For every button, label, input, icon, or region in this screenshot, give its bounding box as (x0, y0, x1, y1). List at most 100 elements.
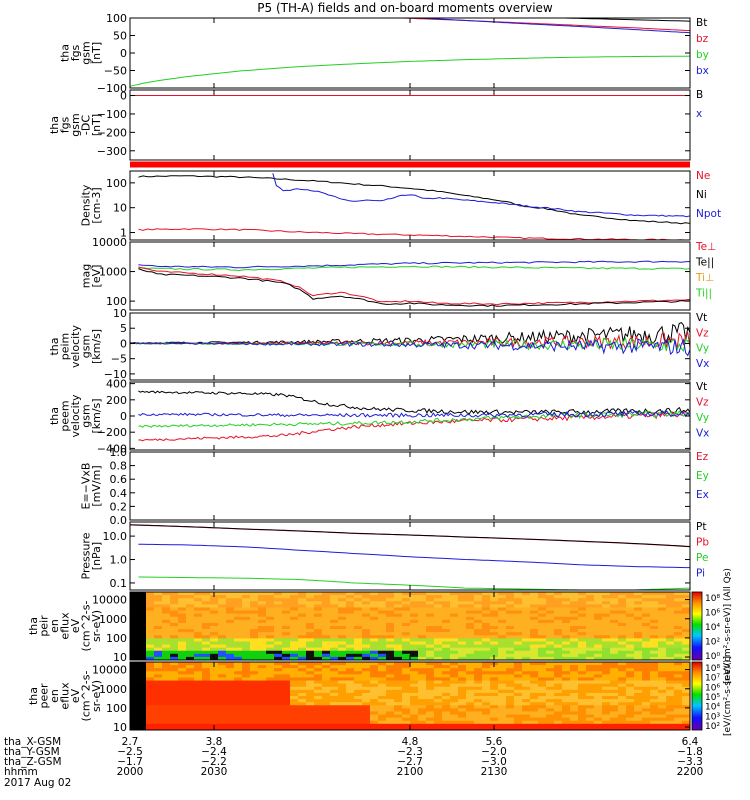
y-tick-label: −300 (97, 145, 127, 158)
colorbar-label: 10² (705, 638, 720, 648)
y-tick-label: 0.2 (110, 500, 128, 513)
y-axis-label: tha (48, 337, 61, 355)
y-axis-label: -DC (80, 115, 93, 135)
legend-entry: Vy (696, 343, 709, 355)
y-tick-label: −100 (97, 108, 127, 121)
series-line (129, 331, 691, 350)
y-axis-label: velocity (69, 325, 82, 368)
y-tick-label: 100 (106, 177, 127, 190)
y-axis-label: eflux (59, 612, 72, 640)
y-axis-label: tha (48, 116, 61, 134)
series-line (138, 266, 691, 306)
x-axis-row-label: tha_Y-GSM (4, 746, 60, 758)
legend-entry: Vx (696, 428, 709, 440)
series-line (138, 268, 691, 307)
x-axis-value: 2000 (117, 766, 144, 778)
y-tick-label: 10 (113, 202, 127, 215)
y-axis-label: gsm (80, 41, 93, 64)
y-axis-label: gsm (69, 113, 82, 136)
legend-entry: Pe (696, 552, 708, 564)
y-axis-label: tha (27, 617, 40, 635)
colorbar-label: 10² (705, 722, 720, 732)
spectrogram-peir_eflux (130, 592, 691, 661)
x-axis-value: 6.4 (682, 736, 699, 748)
series-line (138, 410, 691, 418)
x-axis-value: 4.8 (402, 736, 419, 748)
panel-density: 100 10 1 Density[cm-3] Ne Ni Npot (80, 170, 721, 241)
y-tick-label: −50 (104, 65, 127, 78)
legend-entry: Vt (696, 381, 707, 393)
panel-efield: 1.00.80.60.40.20.0 E=−VxB[mV/m] Ez Ey Ex (80, 446, 709, 527)
y-tick-label: 1000 (99, 613, 127, 626)
y-tick-label: −5 (111, 353, 127, 366)
y-tick-label: 10000 (92, 236, 127, 249)
y-tick-label: 100 (106, 632, 127, 645)
y-tick-label: 0.6 (110, 473, 128, 486)
legend-entry: bx (696, 65, 709, 77)
y-axis-label: sr-eV) (90, 680, 103, 712)
y-tick-label: −400 (97, 442, 127, 455)
y-tick-label: 10000 (92, 664, 127, 677)
colorbar-label: 10⁶ (705, 683, 720, 693)
y-tick-label: 5 (120, 322, 127, 335)
colorbar-label: 10⁸ (705, 594, 720, 604)
spectrogram-peer_eflux (130, 662, 691, 731)
y-tick-label: 0.0 (110, 514, 128, 527)
panels: 100500−50−100thafgsgsm[nT]Btbzbybx0−100−… (27, 12, 733, 736)
legend-entry: Ne (696, 170, 710, 182)
y-tick-label: 0 (120, 410, 127, 423)
figure-title: P5 (TH-A) fields and on-board moments ov… (257, 1, 553, 15)
y-tick-label: 0.4 (110, 487, 128, 500)
x-axis-value: 2200 (677, 766, 704, 778)
y-tick-label: 1.0 (110, 446, 128, 459)
y-axis-label: fgs (69, 44, 82, 61)
colorbar-label: 10⁸ (705, 664, 720, 674)
y-axis-label: en (48, 619, 61, 633)
x-axis-row-label: hhmm (4, 766, 38, 778)
legend-entry: x (696, 108, 702, 120)
legend-entry: Vt (696, 312, 707, 324)
legend-entry: Pt (696, 521, 706, 533)
legend-entry: Ni (696, 189, 707, 201)
series-line (138, 410, 691, 428)
panel-pressure: 10.0 1.0 0.1 Pressure[nPa] Pt Pb Pe Pi (80, 521, 709, 591)
colorbar-peir_eflux (691, 591, 703, 661)
y-tick-label: 0 (120, 337, 127, 350)
legend-entry: Vz (696, 397, 709, 409)
y-tick-label: 1.0 (110, 554, 128, 567)
colorbar-label: 10⁵ (705, 693, 720, 703)
x-axis-value: 2.7 (122, 736, 139, 748)
colorbar-label: 10⁴ (705, 623, 720, 633)
colorbar-label: 10⁰ (705, 652, 720, 662)
legend-entry: Ex (696, 489, 709, 501)
legend-entry: Ti⊥ (695, 272, 714, 284)
panel-frame (129, 451, 691, 521)
colorbar-title: [eV/(cm²-s-sr-eV)] (All Qs) (723, 568, 733, 684)
y-tick-label: 0.8 (110, 460, 128, 473)
x-axis-value: −2.7 (397, 756, 423, 768)
x-axis-value: −2.2 (201, 756, 227, 768)
y-tick-label: 200 (106, 394, 127, 407)
y-tick-label: 1 (120, 227, 127, 240)
y-tick-label: 0 (120, 90, 127, 103)
y-axis-label: [eV] (90, 265, 103, 288)
y-axis-label: (cm^2-s- (80, 601, 93, 652)
legend-entry: Ez (696, 451, 709, 463)
series-line (138, 228, 690, 241)
series-line (138, 265, 691, 272)
y-axis-label: fgs (59, 116, 72, 133)
colorbar-peer_eflux (691, 661, 703, 731)
y-axis-label: tha (27, 687, 40, 705)
x-axis-value: 2130 (481, 766, 508, 778)
y-axis-label: gsm (80, 404, 93, 427)
colorbar-label: 10⁷ (705, 674, 720, 684)
y-tick-label: −10 (104, 368, 127, 381)
y-axis-label: en (48, 689, 61, 703)
legend-entry: B (696, 89, 703, 101)
y-tick-label: 100 (106, 295, 127, 308)
y-axis-label: mag (80, 264, 93, 288)
series-line (272, 173, 691, 218)
